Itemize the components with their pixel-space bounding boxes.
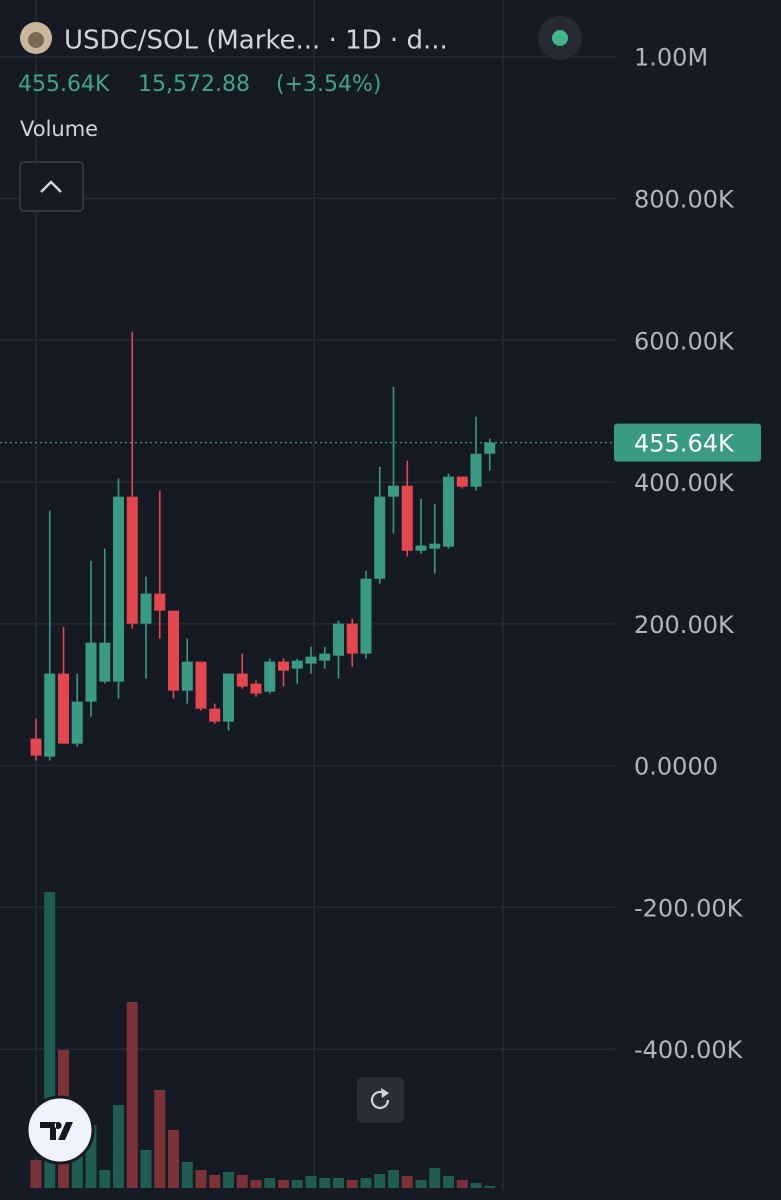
volume-bar bbox=[470, 1183, 482, 1188]
candle-body bbox=[195, 661, 207, 709]
candle-body bbox=[209, 708, 221, 722]
volume-bar bbox=[264, 1178, 276, 1188]
y-tick-label: 600.00K bbox=[634, 327, 735, 355]
candle-body bbox=[456, 476, 468, 487]
volume-bar bbox=[291, 1180, 303, 1188]
candle-body bbox=[30, 738, 42, 756]
volume-bar bbox=[443, 1176, 454, 1188]
y-axis: 1.00M 800.00K 600.00K 400.00K 200.00K 0.0000 -… bbox=[614, 44, 761, 1064]
legend-change-percent: (+3.54%) bbox=[276, 72, 382, 97]
candle-body bbox=[71, 701, 83, 744]
legend-close: 455.64K bbox=[18, 72, 110, 97]
volume-bar bbox=[429, 1168, 441, 1188]
volume-bar bbox=[209, 1175, 221, 1188]
symbol-icon-detail bbox=[28, 32, 44, 48]
y-tick-label: -200.00K bbox=[634, 894, 744, 922]
logo bbox=[40, 1122, 73, 1140]
price-label-box bbox=[614, 423, 761, 462]
candle-body bbox=[168, 610, 179, 691]
chart-title: USDC/SOL (Marke... · 1D · d... bbox=[64, 26, 448, 56]
candle-body bbox=[250, 683, 262, 694]
candle-body bbox=[346, 623, 358, 654]
price-label: 455.64K bbox=[634, 430, 735, 458]
candle-body bbox=[126, 496, 138, 624]
reset-icon bbox=[370, 1090, 390, 1109]
y-tick-label: 400.00K bbox=[634, 469, 735, 497]
candle-body bbox=[291, 660, 303, 669]
volume-bar bbox=[305, 1176, 317, 1188]
volume-bar bbox=[415, 1180, 427, 1188]
candle-body bbox=[333, 623, 344, 656]
candle-body bbox=[278, 661, 289, 671]
volume-bar bbox=[484, 1186, 496, 1188]
candle-body bbox=[319, 653, 331, 661]
reset-icon-arrow bbox=[381, 1088, 389, 1098]
candle-body bbox=[443, 476, 454, 547]
volume-bar bbox=[278, 1180, 289, 1188]
y-tick-label: 0.0000 bbox=[634, 753, 718, 781]
volume-bar bbox=[401, 1176, 413, 1188]
volume-bar bbox=[456, 1180, 468, 1188]
status-dot bbox=[552, 30, 568, 46]
candle-body bbox=[388, 485, 399, 497]
candle-body bbox=[181, 661, 193, 691]
volume-bar bbox=[195, 1170, 207, 1188]
candle-body bbox=[236, 673, 248, 687]
candle-body bbox=[429, 543, 441, 549]
y-tick-label: -400.00K bbox=[634, 1036, 744, 1064]
volume-bar bbox=[113, 1105, 124, 1188]
volume-bar bbox=[360, 1178, 372, 1188]
volume-bar bbox=[223, 1172, 234, 1188]
y-tick-label: 1.00M bbox=[634, 44, 708, 72]
candle-body bbox=[401, 485, 413, 551]
collapse-button[interactable] bbox=[19, 161, 84, 212]
volume-bar bbox=[319, 1178, 331, 1188]
volume-bar bbox=[99, 1170, 111, 1188]
volume-bar bbox=[85, 1125, 97, 1188]
volume-bar bbox=[168, 1130, 179, 1188]
candle-body bbox=[113, 496, 124, 682]
legend-change: 15,572.88 bbox=[138, 72, 250, 97]
reset-button[interactable] bbox=[357, 1077, 404, 1123]
candle-body bbox=[305, 656, 317, 664]
candle-body bbox=[44, 673, 56, 757]
volume-bar bbox=[126, 1002, 138, 1188]
volume-bar bbox=[154, 1090, 166, 1188]
y-tick-label: 200.00K bbox=[634, 611, 735, 639]
volume-bar bbox=[374, 1174, 386, 1188]
grid bbox=[0, 0, 615, 1190]
candle-body bbox=[470, 453, 482, 487]
candle-body bbox=[154, 593, 166, 611]
volume-bar bbox=[71, 1140, 83, 1188]
candle-body bbox=[360, 578, 372, 654]
candle-body bbox=[223, 673, 234, 722]
candle-body bbox=[374, 496, 386, 579]
collapse-icon bbox=[40, 180, 62, 193]
candle-body bbox=[85, 642, 97, 702]
y-tick-label: 800.00K bbox=[634, 186, 735, 214]
candle-body bbox=[484, 442, 496, 454]
candle-body bbox=[58, 673, 69, 744]
volume-bar bbox=[388, 1170, 399, 1188]
plot bbox=[0, 331, 614, 761]
volume-bar bbox=[236, 1175, 248, 1188]
volume-bar bbox=[44, 892, 56, 1188]
candle-body bbox=[415, 545, 427, 551]
candle-body bbox=[264, 661, 276, 692]
volume-title: Volume bbox=[20, 117, 98, 141]
volume-bar bbox=[140, 1150, 152, 1188]
candle-body bbox=[99, 642, 111, 682]
volume-bar bbox=[346, 1180, 358, 1188]
candle-body bbox=[140, 593, 152, 624]
volume-bar bbox=[30, 1160, 42, 1188]
volume-bar bbox=[250, 1180, 262, 1188]
volume-bar bbox=[333, 1178, 344, 1188]
volume-bar bbox=[181, 1162, 193, 1188]
logo-button[interactable] bbox=[25, 1095, 95, 1165]
